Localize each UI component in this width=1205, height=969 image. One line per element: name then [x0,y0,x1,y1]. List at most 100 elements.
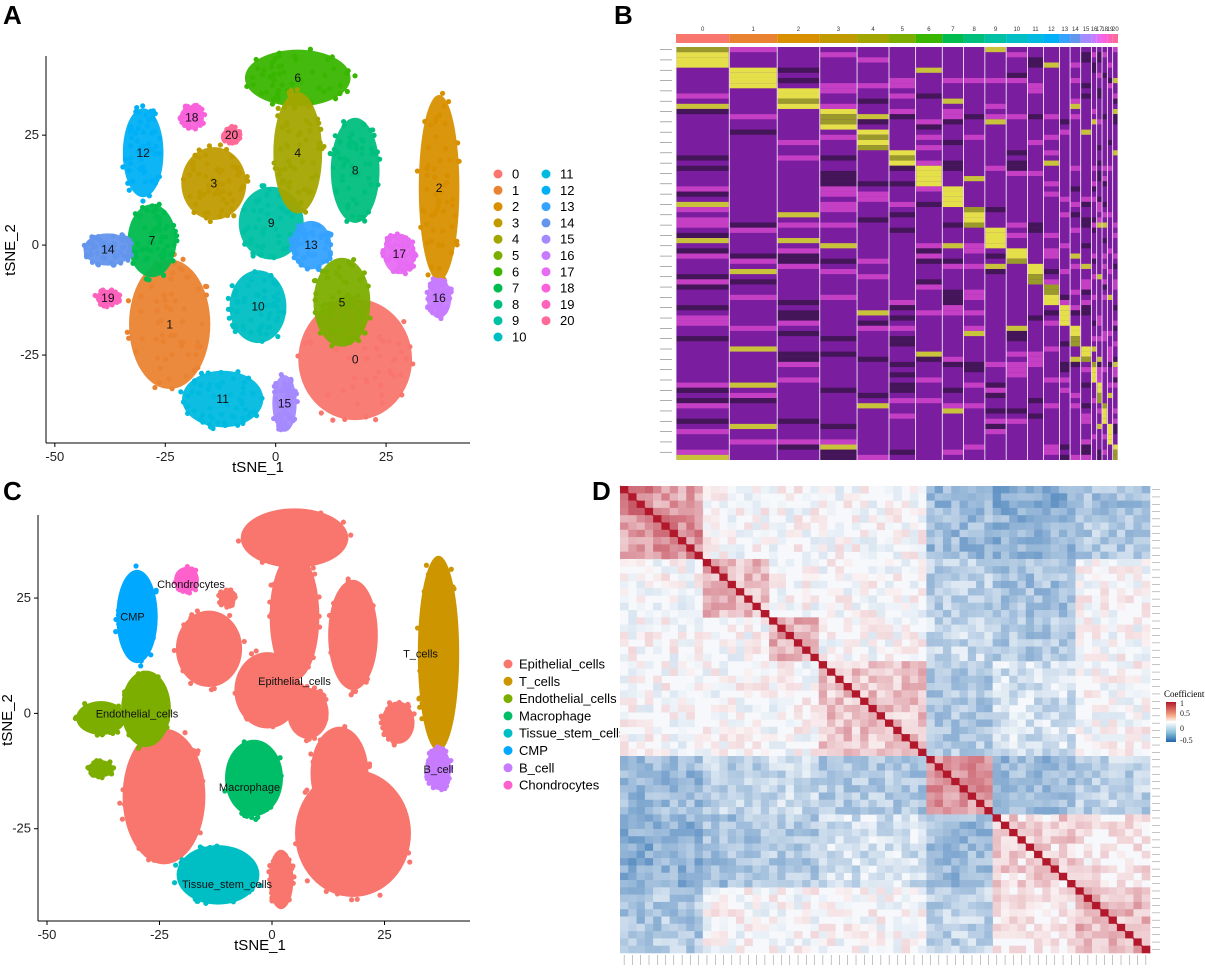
celltype-point [184,567,190,573]
cluster-3-point [203,173,209,180]
heatmap-cell [1006,336,1027,342]
heatmap-cell [820,176,857,182]
correlation-cell [661,741,670,749]
celltype-point [231,874,237,880]
correlation-cell [992,486,1002,494]
correlation-cell [677,624,687,633]
cluster-14-point [106,244,112,250]
correlation-cell [1092,631,1101,640]
cluster-2-point [424,186,430,192]
celltype-point [302,789,308,795]
cluster-label-19: 19 [101,291,115,305]
heatmap-cell [942,356,964,362]
cluster-4-point [307,121,313,127]
correlation-cell [868,610,878,618]
correlation-cell [835,595,844,604]
correlation-cell [1108,493,1118,501]
correlation-cell [876,515,886,523]
celltype-point [341,842,347,849]
cluster-1-point [148,284,155,290]
correlation-cell [942,624,952,633]
correlation-cell [976,697,985,706]
correlation-cell [835,661,844,669]
correlation-cell [942,558,952,567]
correlation-cell [909,726,919,735]
correlation-cell [918,558,927,567]
celltype-point [219,596,225,602]
cluster-17-point [403,259,410,266]
cluster-13-point [304,266,310,272]
correlation-cell [1017,515,1027,523]
cluster-17-point [399,234,405,240]
celltype-point [197,854,203,860]
cluster-6-point [272,56,278,62]
correlation-cell [1116,566,1126,574]
celltype-point [234,799,240,805]
correlation-cell [1075,595,1085,604]
legend-swatch-2 [493,202,503,212]
group-bar-18 [1102,34,1108,43]
correlation-cell [760,486,770,494]
correlation-cell [1083,500,1093,509]
correlation-cell [959,683,969,691]
correlation-cell [735,639,745,647]
celltype-point [329,534,335,540]
cluster-12-point [153,150,159,157]
cluster-7-point [144,246,150,252]
correlation-cell [1034,493,1043,501]
cluster-12-point [122,156,129,162]
celltype-point [334,891,341,897]
correlation-cell [885,675,894,684]
correlation-cell [802,595,811,604]
correlation-cell [760,617,770,625]
heatmap-cell [1113,454,1118,460]
cluster-6-point [289,81,295,87]
group-label-18: 18 [1101,27,1108,33]
celltype-point [306,736,312,742]
correlation-cell [1108,675,1118,684]
correlation-cell [835,719,844,728]
heatmap-cell [1113,108,1118,115]
celltype-point [287,625,293,631]
correlation-cell [769,726,778,735]
correlation-cell [760,537,770,545]
correlation-cell [694,544,704,552]
cluster-9-point [289,213,295,219]
correlation-cell [694,646,704,655]
cluster-11-point [207,413,213,419]
cluster-2-point [455,140,461,146]
celltype-point [289,693,295,699]
correlation-cell [976,500,985,509]
correlation-cell [1125,529,1134,538]
correlation-cell [942,507,952,516]
correlation-cell [802,653,811,662]
cluster-1-point [185,274,191,280]
cluster-4-point [279,188,285,194]
correlation-cell [810,675,820,684]
cluster-8-point [350,196,356,203]
cluster-8-point [340,163,347,169]
celltype-point [117,800,123,806]
correlation-cell [1017,653,1027,662]
correlation-cell [959,631,969,640]
correlation-cell [851,668,861,677]
correlation-cell [959,690,969,698]
correlation-cell [835,704,844,713]
legend-swatch-9 [493,316,503,326]
heatmap-cell [820,124,857,130]
celltype-point [351,635,358,641]
celltype-point [428,762,434,768]
heatmap-cell [1027,57,1043,63]
celltype-point [355,655,361,661]
celltype-point [232,690,238,696]
correlation-cell [1034,624,1043,633]
celltype-point [286,897,292,903]
cluster-13 [288,220,334,273]
heatmap-cell [1107,268,1113,275]
correlation-cell [1116,734,1126,742]
heatmap-cell [1091,434,1097,440]
cluster-5-point [367,315,373,321]
cluster-11-point [189,389,195,395]
correlation-cell [1133,661,1143,669]
cluster-10-point [242,295,248,301]
